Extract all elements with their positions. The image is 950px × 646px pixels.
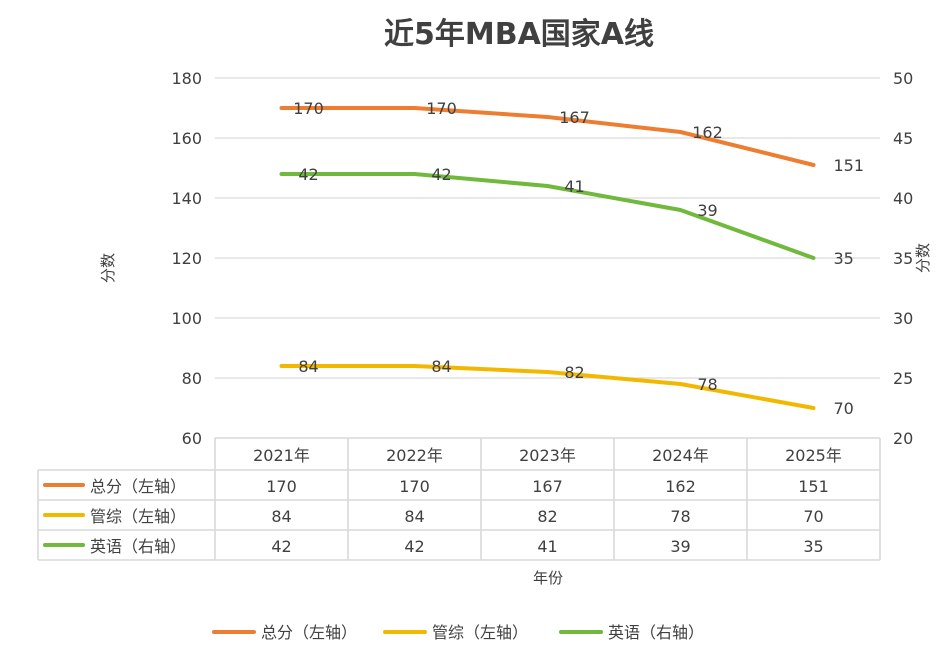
left-axis-ticks: 180 160 140 120 100 80 60 [171, 69, 202, 448]
table-row-label: 总分（左轴） [90, 477, 186, 496]
data-label: 84 [298, 357, 318, 376]
table-header-cell: 2025年 [785, 446, 842, 465]
series-line [279, 172, 816, 260]
table-cell: 151 [798, 477, 829, 496]
legend-item-label: 管综（左轴） [432, 623, 528, 642]
data-label: 84 [431, 357, 451, 376]
right-axis-ticks: 50 45 40 35 30 25 20 [893, 69, 913, 448]
data-label: 42 [431, 165, 451, 184]
y2-tick-label: 25 [893, 369, 913, 388]
table-header-cell: 2021年 [253, 446, 310, 465]
data-label: 170 [426, 99, 457, 118]
data-label: 70 [834, 399, 854, 418]
y2-tick-label: 30 [893, 309, 913, 328]
table-cell: 41 [537, 537, 557, 556]
data-label: 41 [564, 177, 584, 196]
table-cell: 167 [532, 477, 563, 496]
data-label: 42 [298, 165, 318, 184]
table-header-cell: 2024年 [652, 446, 709, 465]
data-labels: 170 170 167 162 151 84 84 82 78 70 42 42 41 39 35 [293, 99, 864, 418]
series-line [279, 364, 816, 410]
data-label: 151 [834, 156, 865, 175]
legend: 总分（左轴） 管综（左轴） 英语（右轴） [212, 623, 704, 642]
y-tick-label: 60 [182, 429, 202, 448]
series-lines [279, 106, 816, 410]
series-line [279, 106, 816, 167]
data-label: 35 [834, 249, 854, 268]
y-tick-label: 140 [171, 189, 202, 208]
y-tick-label: 80 [182, 369, 202, 388]
table-cell: 78 [670, 507, 690, 526]
table-cell: 84 [404, 507, 424, 526]
chart-title: 近5年MBA国家A线 [384, 17, 654, 52]
table-cell: 170 [266, 477, 297, 496]
table-cell: 35 [803, 537, 823, 556]
table-header-cell: 2022年 [386, 446, 443, 465]
table-cell: 84 [271, 507, 291, 526]
x-axis-title: 年份 [533, 569, 563, 587]
gridlines [215, 77, 880, 379]
y-tick-label: 100 [171, 309, 202, 328]
data-label: 170 [293, 99, 324, 118]
data-label: 167 [559, 108, 590, 127]
y-tick-label: 120 [171, 249, 202, 268]
table-cell: 170 [399, 477, 430, 496]
data-label: 82 [564, 363, 584, 382]
y2-tick-label: 35 [893, 249, 913, 268]
table-cell: 82 [537, 507, 557, 526]
table-row-label: 英语（右轴） [90, 537, 186, 556]
table-cell: 70 [803, 507, 823, 526]
data-label: 162 [692, 123, 723, 142]
table-row-label: 管综（左轴） [90, 507, 186, 526]
table-cell: 42 [404, 537, 424, 556]
table-cell: 39 [670, 537, 690, 556]
data-label: 78 [697, 375, 717, 394]
table-header-cell: 2023年 [519, 446, 576, 465]
y2-tick-label: 50 [893, 69, 913, 88]
legend-item-label: 总分（左轴） [261, 623, 357, 642]
y2-tick-label: 40 [893, 189, 913, 208]
y-tick-label: 160 [171, 129, 202, 148]
data-label: 39 [697, 201, 717, 220]
y2-tick-label: 45 [893, 129, 913, 148]
y-axis-title: 分数 [99, 253, 117, 283]
table-cell: 42 [271, 537, 291, 556]
table-cell: 162 [665, 477, 696, 496]
y-tick-label: 180 [171, 69, 202, 88]
legend-item-label: 英语（右轴） [608, 623, 704, 642]
y2-axis-title: 分数 [914, 243, 932, 273]
y2-tick-label: 20 [893, 429, 913, 448]
